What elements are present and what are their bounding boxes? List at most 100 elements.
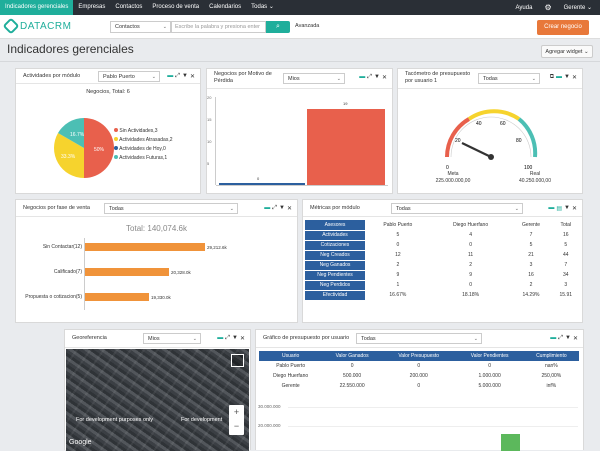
filter-icon[interactable]: ▼	[279, 205, 285, 211]
widget-header: Negocios por fase de venta Todas ⌄ ▬ ⤢ ▼ ✕	[16, 200, 297, 217]
chevron-down-icon: ⌄	[336, 76, 341, 82]
gauge-inner-arc	[450, 116, 532, 158]
table-cell: 0	[417, 383, 421, 389]
chart-icon[interactable]: ▬	[217, 335, 224, 341]
chevron-down-icon: ⌄	[151, 74, 156, 80]
chart-icon[interactable]: ▬	[167, 73, 174, 79]
copy-icon[interactable]: ⧉	[549, 74, 555, 80]
table-row: Neg Perdidos 1 0 2 3	[305, 280, 580, 291]
gauge-tick: 40	[476, 121, 482, 127]
export-icon[interactable]: ▤	[556, 206, 563, 212]
table-cell: 5	[564, 242, 568, 248]
expand-icon[interactable]: ⤢	[225, 335, 231, 341]
owner-select[interactable]: Todas ⌄	[391, 203, 523, 214]
chevron-down-icon: ⌄	[192, 336, 197, 342]
owner-select[interactable]: Todas ⌄	[356, 333, 482, 344]
table-cell: 16	[562, 232, 569, 238]
chart-icon[interactable]: ▬	[550, 335, 557, 341]
close-icon[interactable]: ✕	[189, 74, 195, 80]
pie-slice-futuras	[58, 118, 84, 148]
table-cell: 250,00%	[541, 373, 562, 379]
table-cell: 18.18%	[462, 292, 480, 298]
owner-select-value: Todas	[109, 206, 124, 212]
add-widget-label: Agregar widget	[545, 49, 583, 55]
user-menu[interactable]: Gerente ⌄	[563, 5, 592, 11]
owner-select[interactable]: Todas ⌄	[104, 203, 238, 214]
owner-select[interactable]: Mios ⌄	[143, 333, 201, 344]
widget-title: Georeferencia	[72, 335, 107, 341]
legend-item: Sin Actividades,3	[114, 127, 173, 136]
advanced-search-link[interactable]: Avanzada	[295, 23, 320, 29]
divider	[0, 61, 600, 62]
bar-value-label: 29,212.6k	[207, 245, 227, 250]
fullscreen-button[interactable]	[231, 354, 244, 367]
table-cell: 0	[488, 363, 492, 369]
widget-header: Negocios por Motivo de Pérdida Mios ⌄ ▬ ⤢ ▼…	[207, 69, 392, 89]
filter-icon[interactable]: ▼	[182, 73, 188, 79]
chart-icon[interactable]: ▬	[548, 205, 555, 211]
chart-icon[interactable]: ▬	[556, 74, 563, 80]
search-input[interactable]: Escribe la palabra y presiona enter	[171, 21, 266, 33]
owner-select-value: Mios	[148, 336, 160, 342]
filter-icon[interactable]: ▼	[374, 74, 380, 80]
y-tick: 30.000.000	[258, 404, 281, 409]
gauge-tick: 60	[500, 121, 506, 127]
help-link[interactable]: Ayuda	[515, 4, 533, 11]
user-select[interactable]: Pablo Puerto ⌄	[98, 71, 160, 82]
expand-icon[interactable]: ⤢	[558, 335, 564, 341]
owner-select[interactable]: Todas ⌄	[478, 73, 540, 84]
chevron-down-icon: ⌄	[162, 24, 167, 30]
gauge-band-yellow	[467, 109, 521, 121]
widget-metricas: Métricas por módulo Todas ⌄ ▬ ▤ ▼ ✕ Asesores…	[302, 199, 583, 323]
search-module-select[interactable]: Contactos ⌄	[110, 21, 171, 33]
chart-icon[interactable]: ▬	[359, 74, 366, 80]
table-cell: 5.000.000	[478, 383, 501, 389]
table-cell: 9	[469, 272, 472, 278]
table-cell: Gerente	[281, 383, 300, 389]
nav-todas[interactable]: Todas ⌄	[246, 0, 279, 15]
close-icon[interactable]: ✕	[286, 206, 292, 212]
nav-proceso-venta[interactable]: Proceso de venta	[152, 4, 200, 10]
filter-icon[interactable]: ▼	[564, 205, 570, 211]
widget-fase-venta: Negocios por fase de venta Todas ⌄ ▬ ⤢ ▼ ✕ T…	[15, 199, 298, 323]
create-deal-button[interactable]: Crear negocio	[537, 20, 589, 35]
search-button[interactable]: ⌕	[266, 21, 290, 33]
chart-icon[interactable]: ▬	[264, 205, 271, 211]
table-cell: 9	[396, 272, 400, 278]
table-cell: 3	[564, 282, 568, 288]
filter-icon[interactable]: ▼	[564, 74, 570, 80]
close-icon[interactable]: ✕	[571, 75, 577, 81]
chart-bar	[85, 293, 149, 301]
table-cell: Diego Huerfano	[273, 373, 309, 379]
expand-icon[interactable]: ⤢	[272, 205, 278, 211]
filter-icon[interactable]: ▼	[565, 335, 571, 341]
legend-item: Actividades Futuras,1	[114, 154, 173, 163]
nav-empresas[interactable]: Empresas	[78, 4, 106, 10]
filter-icon[interactable]: ▼	[232, 335, 238, 341]
owner-select[interactable]: Mios ⌄	[283, 73, 345, 84]
nav-indicadores[interactable]: Indicadores gerenciales	[0, 0, 74, 15]
table-row: Cotizaciones 0 0 5 5	[305, 240, 580, 251]
close-icon[interactable]: ✕	[571, 206, 577, 212]
close-icon[interactable]: ✕	[381, 75, 387, 81]
search-bar: DATACRM	[0, 15, 600, 39]
expand-icon[interactable]: ⤢	[367, 74, 373, 80]
close-icon[interactable]: ✕	[239, 336, 245, 342]
nav-calendarios[interactable]: Calendarios	[209, 4, 242, 10]
nav-contactos[interactable]: Contactos	[115, 4, 143, 10]
gear-icon[interactable]: ⚙	[544, 3, 552, 12]
google-logo: Google	[69, 439, 92, 446]
table-row: Actividades 5 4 7 16	[305, 230, 580, 241]
gauge-tick: 0	[446, 165, 449, 171]
chart-subtitle: Negocios, Total: 6	[86, 89, 130, 95]
y-axis	[84, 238, 85, 310]
zoom-in-button[interactable]: +	[233, 407, 240, 417]
zoom-out-button[interactable]: −	[233, 421, 240, 431]
map-view[interactable]: For development purposes only For develo…	[66, 349, 249, 451]
expand-icon[interactable]: ⤢	[175, 73, 181, 79]
add-widget-button[interactable]: Agregar widget ⌄	[541, 45, 593, 58]
close-icon[interactable]: ✕	[572, 336, 578, 342]
search-module-value: Contactos	[115, 24, 140, 30]
table-header-cell: Valor Ganados	[322, 351, 382, 361]
widget-title: Negocios por Motivo de Pérdida	[214, 71, 272, 84]
